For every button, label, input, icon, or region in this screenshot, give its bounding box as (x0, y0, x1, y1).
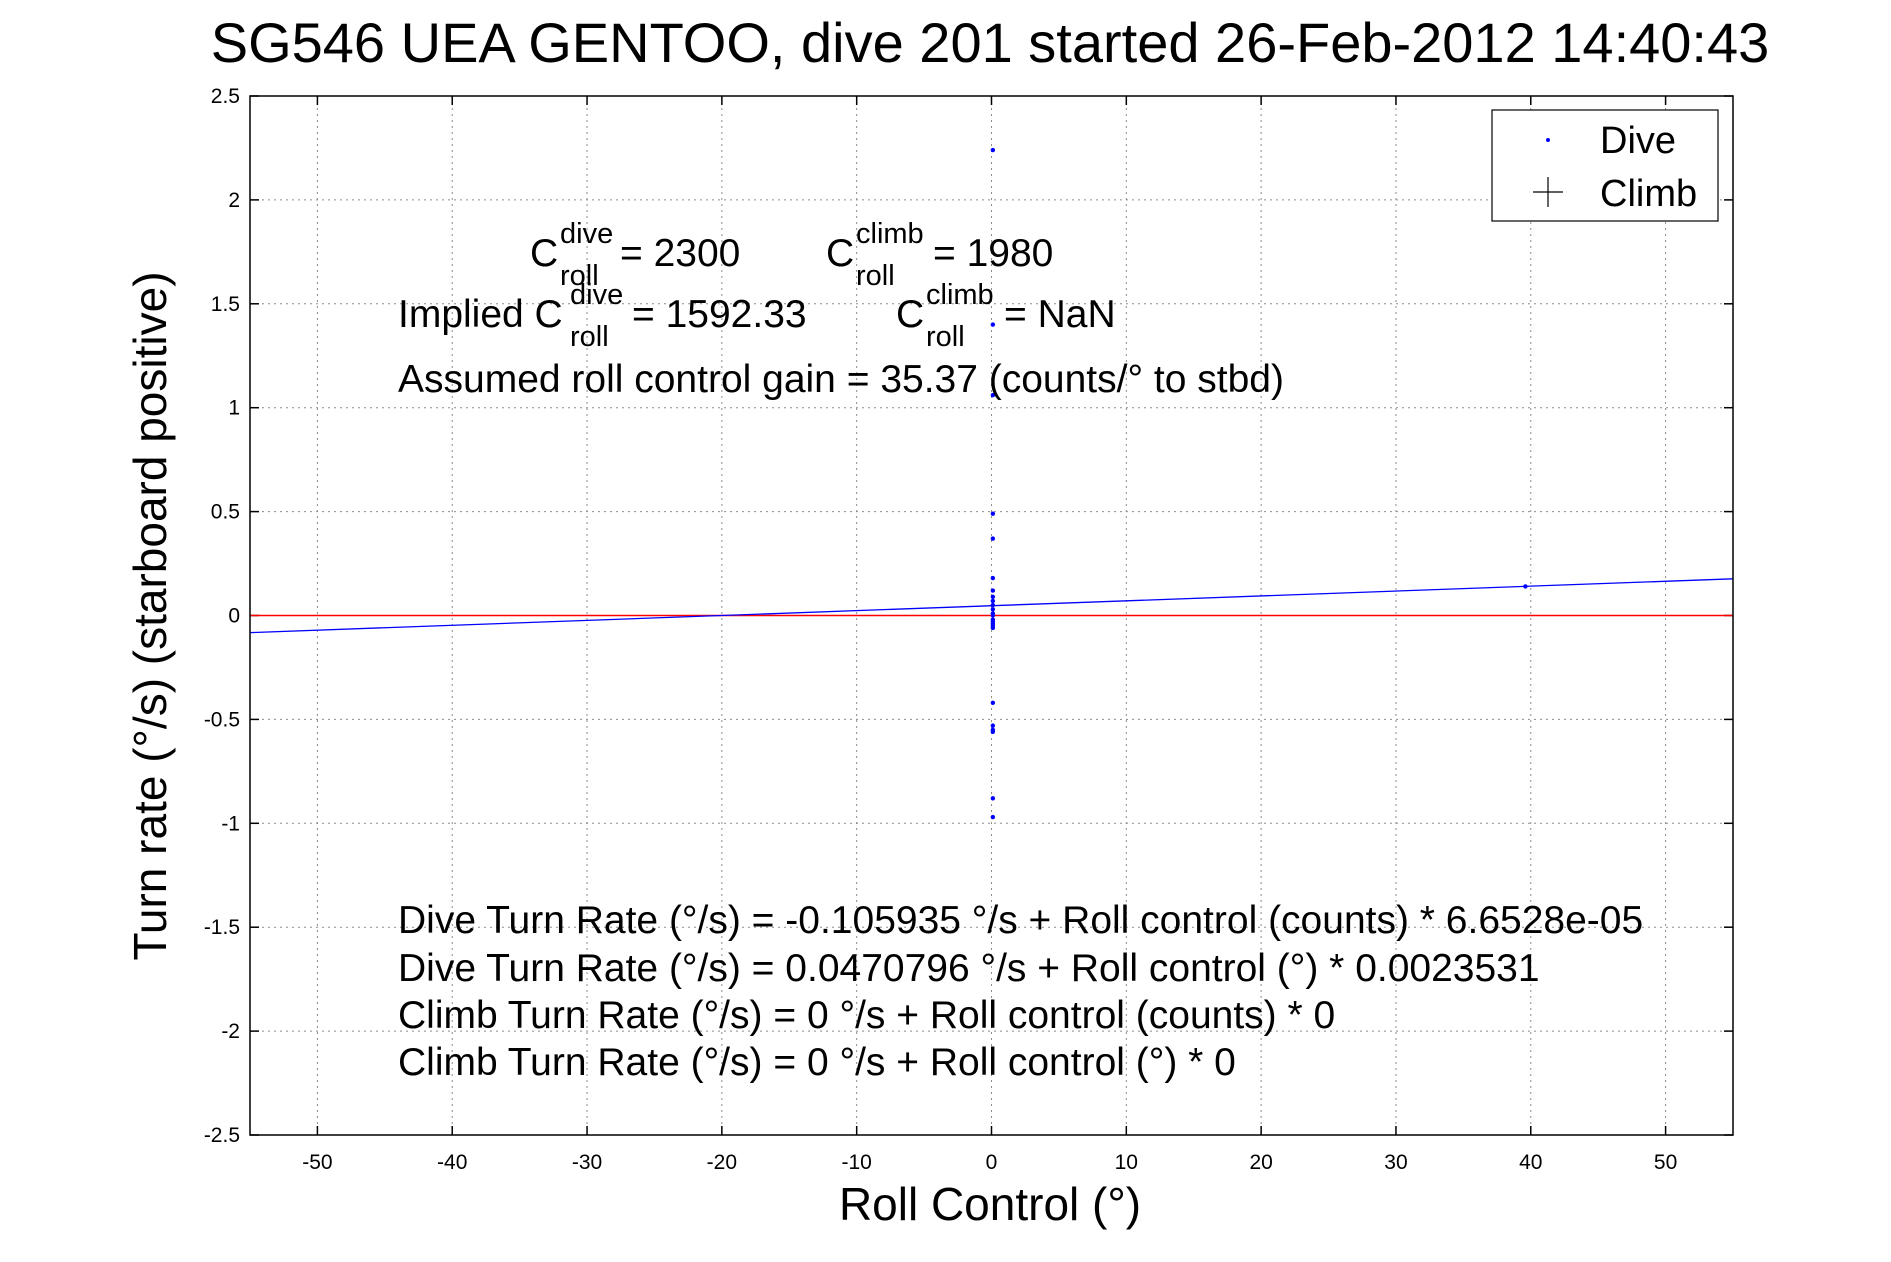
legend-dive-label: Dive (1600, 120, 1676, 162)
equation-climb-counts: Climb Turn Rate (°/s) = 0 °/s + Roll con… (398, 994, 1335, 1037)
implied-climb-sup: climb (926, 279, 994, 311)
implied-dive-sup: dive (570, 279, 623, 311)
x-tick-label: 10 (1115, 1151, 1138, 1174)
y-tick-label: 2 (228, 189, 240, 212)
dive-point (990, 588, 996, 593)
annotation-c-roll-dive: C dive roll = 2300 (530, 218, 740, 292)
dive-point (990, 814, 996, 820)
y-tick-label: -1.5 (204, 916, 240, 939)
implied-climb-base: C (896, 293, 924, 336)
y-axis-label: Turn rate (°/s) (starboard positive) (124, 271, 176, 960)
implied-climb-value: = NaN (1004, 293, 1116, 336)
legend: Dive Climb (1491, 109, 1719, 222)
dive-point (990, 322, 996, 327)
dive-point (990, 700, 996, 705)
annotation-implied-dive: Implied C dive roll = 1592.33 (398, 279, 807, 353)
annotation-c-roll-climb: C climb roll = 1980 (826, 218, 1053, 292)
dive-point (990, 393, 996, 398)
c-roll-dive-value: = 2300 (620, 232, 740, 275)
y-tick-label: 0.5 (211, 501, 240, 524)
legend-box (1491, 109, 1719, 222)
implied-dive-sub: roll (570, 321, 609, 353)
implied-dive-prefix: Implied C (398, 293, 563, 336)
y-tick-label: -1 (221, 812, 240, 835)
c-roll-dive-sup: dive (560, 218, 613, 250)
plot-frame (249, 95, 1734, 1136)
y-tick-label: 0 (228, 605, 240, 628)
dive-point (990, 796, 996, 801)
legend-climb-label: Climb (1600, 173, 1697, 215)
dive-point (990, 602, 996, 608)
c-roll-climb-sub: roll (856, 260, 895, 292)
dive-point (990, 575, 996, 581)
x-tick-label: 20 (1249, 1151, 1272, 1174)
y-tick-label: 1.5 (211, 293, 240, 316)
chart-title: SG546 UEA GENTOO, dive 201 started 26-Fe… (211, 11, 1770, 74)
equation-dive-degrees: Dive Turn Rate (°/s) = 0.0470796 °/s + R… (398, 947, 1540, 990)
dive-point (990, 147, 996, 153)
x-tick-label: 40 (1519, 1151, 1542, 1174)
roll-gain-note: Assumed roll control gain = 35.37 (count… (398, 358, 1284, 401)
dive-point (990, 723, 996, 728)
dive-point (990, 607, 996, 612)
dive-point (990, 613, 996, 618)
implied-dive-value: = 1592.33 (632, 293, 807, 336)
implied-climb-sub: roll (926, 321, 965, 353)
x-tick-label: -40 (437, 1151, 467, 1174)
x-tick-label: -10 (842, 1151, 872, 1174)
x-tick-label: -30 (572, 1151, 602, 1174)
dive-point (990, 594, 996, 599)
c-roll-climb-base: C (826, 232, 854, 275)
dive-point (1523, 584, 1528, 589)
y-tick-label: 2.5 (211, 85, 240, 108)
x-tick-label: 30 (1384, 1151, 1407, 1174)
legend-dive-marker (1546, 138, 1550, 142)
equation-climb-degrees: Climb Turn Rate (°/s) = 0 °/s + Roll con… (398, 1041, 1236, 1084)
c-roll-dive-sub: roll (560, 260, 599, 292)
y-tick-label: -2.5 (204, 1124, 240, 1147)
x-axis-label: Roll Control (°) (839, 1178, 1141, 1230)
dive-points (990, 147, 1528, 820)
y-tick-label: -2 (221, 1020, 240, 1043)
annotation-implied-climb: C climb roll = NaN (896, 279, 1116, 353)
dive-point (990, 625, 996, 631)
axis-ticks: -50 -40 -30 -20 -10 0 10 20 30 40 50-2.5-2-1.5-1-0… (204, 85, 1733, 1174)
x-tick-label: -50 (302, 1151, 332, 1174)
c-roll-climb-value: = 1980 (933, 232, 1053, 275)
y-tick-label: 1 (228, 397, 240, 420)
x-tick-label: 50 (1654, 1151, 1677, 1174)
dive-point (990, 598, 996, 604)
dive-point (990, 511, 996, 516)
x-tick-label: 0 (986, 1151, 998, 1174)
dive-point (990, 729, 996, 735)
c-roll-climb-sup: climb (856, 218, 924, 250)
dive-point (990, 536, 996, 541)
y-tick-label: -0.5 (204, 708, 240, 731)
equation-dive-counts: Dive Turn Rate (°/s) = -0.105935 °/s + R… (398, 899, 1643, 942)
x-tick-label: -20 (707, 1151, 737, 1174)
c-roll-dive-base: C (530, 232, 558, 275)
